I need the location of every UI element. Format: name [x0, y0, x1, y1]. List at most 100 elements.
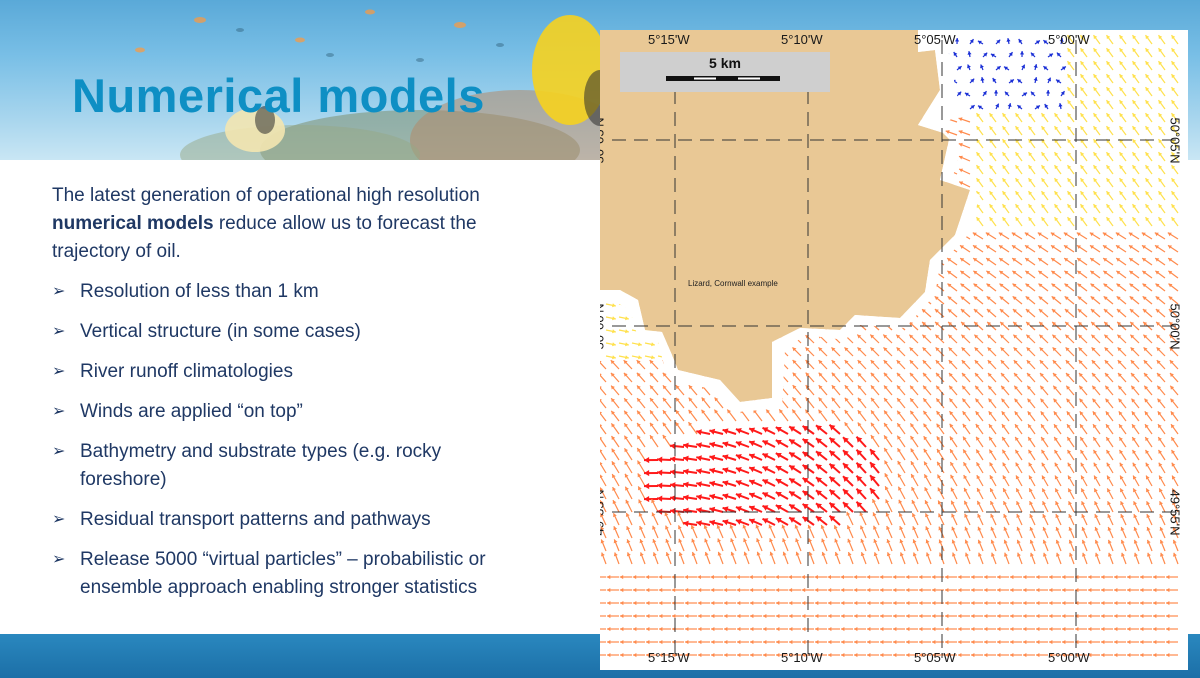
current-arrowhead: [637, 423, 641, 427]
current-arrowhead: [1015, 126, 1020, 131]
current-arrowhead: [1166, 588, 1170, 593]
current-arrowhead: [1140, 588, 1144, 593]
current-arrowhead: [897, 423, 901, 428]
current-arrowhead: [958, 142, 963, 147]
current-arrowhead: [1106, 437, 1110, 442]
current-arrowhead: [1171, 204, 1176, 209]
current-arrowhead: [1107, 527, 1112, 531]
current-arrowhead: [964, 513, 969, 518]
current-arrowhead: [763, 640, 767, 645]
current-arrowhead: [1040, 385, 1045, 390]
current-arrowhead: [870, 435, 875, 440]
current-arrowhead: [886, 526, 890, 530]
current-arrowhead: [1159, 488, 1163, 493]
current-arrowhead: [926, 552, 930, 557]
current-arrowhead: [873, 539, 878, 543]
current-arrowhead: [1067, 217, 1072, 222]
current-arrowhead: [1118, 398, 1123, 403]
current-arrowhead: [1044, 104, 1049, 108]
current-arrowhead: [856, 475, 863, 482]
arrow-bullet-icon: ➢: [52, 283, 66, 300]
current-arrowhead: [1171, 462, 1176, 467]
current-arrowhead: [829, 450, 836, 457]
current-arrowhead: [722, 480, 729, 487]
current-arrowhead: [1132, 48, 1137, 53]
current-arrowhead: [639, 552, 644, 557]
current-arrowhead: [853, 601, 858, 606]
current-arrowhead: [698, 640, 702, 645]
current-arrowhead: [885, 499, 890, 504]
current-arrowhead: [984, 601, 988, 606]
current-arrowhead: [843, 463, 849, 469]
current-arrowhead: [1153, 575, 1157, 580]
current-arrowhead: [1080, 87, 1085, 92]
current-arrowhead: [935, 347, 940, 352]
current-arrowhead: [1023, 588, 1027, 593]
current-arrowhead: [1041, 113, 1046, 118]
current-arrowhead: [1041, 165, 1046, 170]
current-arrowhead: [1119, 217, 1124, 222]
current-arrowhead: [1114, 614, 1118, 619]
current-arrowhead: [610, 360, 615, 365]
current-arrowhead: [997, 588, 1001, 593]
current-arrowhead: [846, 511, 851, 516]
current-arrowhead: [1028, 152, 1033, 157]
current-arrowhead: [1114, 575, 1118, 580]
current-arrowhead: [847, 552, 852, 556]
current-arrowhead: [678, 552, 683, 557]
scale-bar: 5 km: [620, 52, 830, 92]
current-arrowhead: [906, 627, 910, 632]
current-arrowhead: [958, 653, 962, 658]
current-arrowhead: [934, 296, 939, 301]
current-arrowhead: [1028, 165, 1033, 170]
current-arrowhead: [1119, 462, 1124, 467]
current-arrowhead: [816, 490, 822, 496]
current-arrowhead: [1028, 437, 1032, 441]
current-arrowhead: [912, 513, 916, 518]
current-arrowhead: [1010, 614, 1014, 619]
current-arrowhead: [938, 526, 943, 531]
current-arrowhead: [1142, 296, 1147, 301]
current-arrowhead: [1131, 398, 1136, 403]
current-arrowhead: [743, 551, 748, 556]
current-arrowhead: [893, 653, 897, 658]
current-arrowhead: [932, 627, 936, 632]
current-arrowhead: [1093, 35, 1098, 40]
current-arrowhead: [976, 475, 981, 480]
current-arrowhead: [1029, 539, 1034, 544]
current-arrowhead: [1132, 100, 1137, 105]
current-arrowhead: [975, 424, 980, 428]
current-arrowhead: [814, 588, 819, 593]
current-arrowhead: [911, 474, 915, 478]
current-arrowhead: [1119, 437, 1123, 442]
current-arrowhead: [1173, 552, 1177, 557]
current-arrowhead: [638, 355, 642, 360]
current-arrowhead: [805, 409, 810, 414]
current-arrowhead: [788, 575, 792, 580]
current-arrowhead: [735, 441, 742, 447]
current-arrowhead: [1157, 385, 1162, 390]
current-arrowhead: [1106, 87, 1111, 92]
current-arrowhead: [932, 653, 936, 658]
current-arrowhead: [657, 482, 663, 489]
current-arrowhead: [964, 526, 969, 531]
current-arrowhead: [960, 309, 965, 313]
current-arrowhead: [1002, 204, 1007, 209]
current-arrowhead: [853, 588, 858, 593]
current-arrowhead: [1015, 152, 1020, 157]
current-arrowhead: [600, 474, 603, 479]
current-arrowhead: [709, 480, 716, 487]
current-arrowhead: [1024, 232, 1029, 237]
current-arrowhead: [665, 539, 670, 543]
current-arrowhead: [985, 232, 990, 237]
current-arrowhead: [873, 552, 878, 557]
current-arrowhead: [1128, 232, 1133, 237]
current-arrowhead: [1119, 35, 1124, 40]
current-arrowhead: [1015, 204, 1020, 209]
current-arrowhead: [736, 614, 741, 619]
current-arrowhead: [1093, 424, 1097, 429]
current-arrowhead: [1049, 601, 1053, 606]
current-arrowhead: [976, 178, 981, 183]
current-arrowhead: [789, 426, 796, 432]
current-arrowhead: [989, 475, 994, 480]
